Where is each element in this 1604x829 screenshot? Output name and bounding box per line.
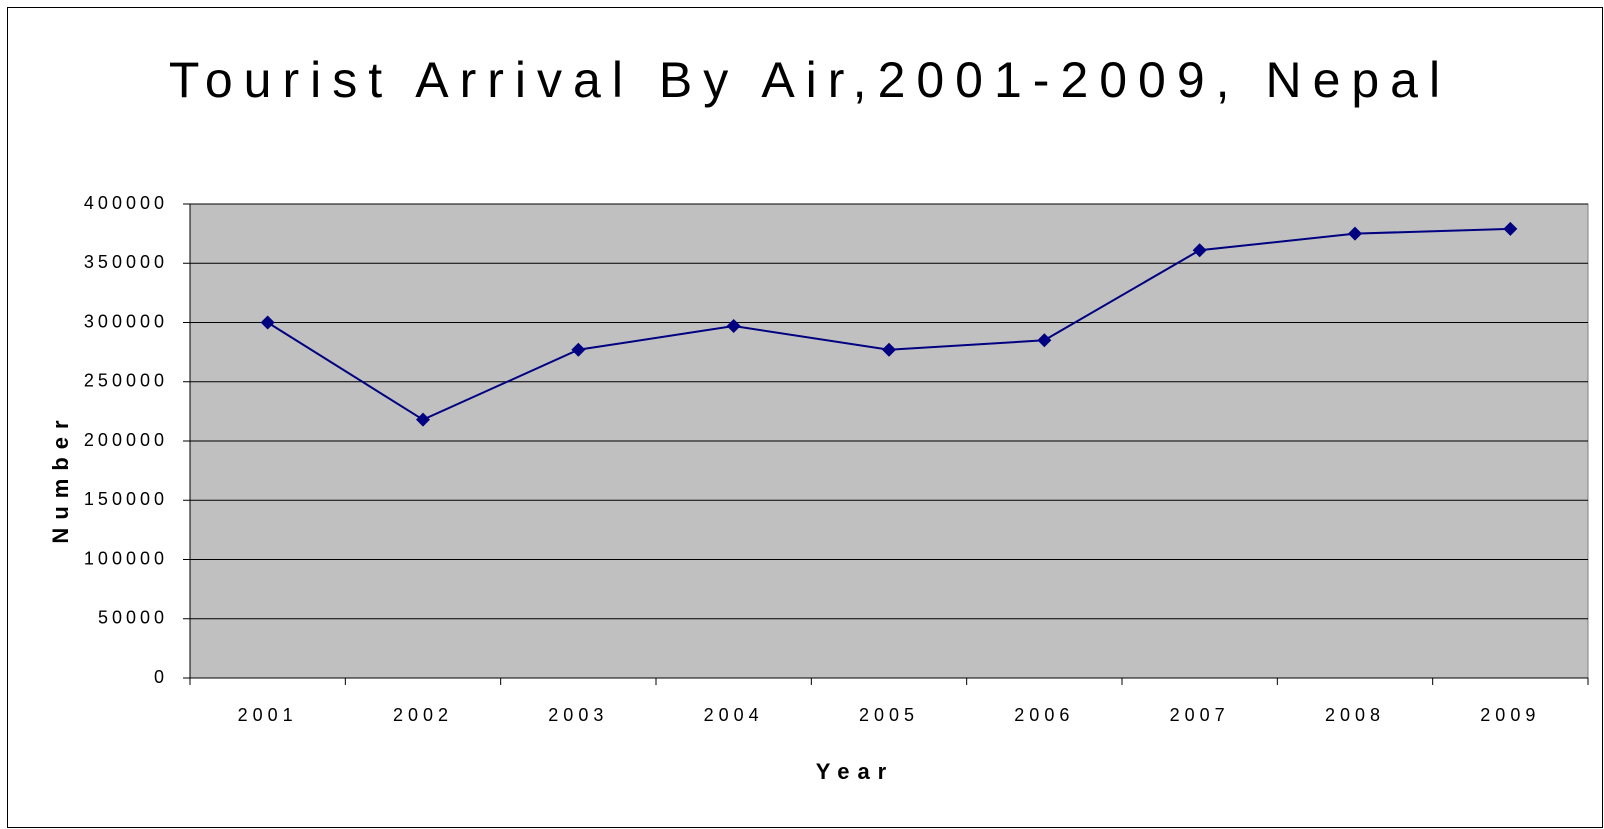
x-tick-label: 2008	[1325, 705, 1385, 725]
x-tick-label: 2001	[238, 705, 298, 725]
y-tick-label: 400000	[84, 193, 168, 213]
x-tick-label: 2004	[704, 705, 764, 725]
y-tick-label: 250000	[84, 371, 168, 391]
y-tick-label: 0	[154, 667, 168, 687]
data-point	[882, 342, 896, 357]
x-tick-label: 2003	[548, 705, 608, 725]
y-tick-label: 50000	[98, 608, 168, 628]
x-tick-label: 2005	[859, 705, 919, 725]
data-point	[1037, 333, 1052, 348]
data-point	[1348, 226, 1362, 241]
data-point	[416, 412, 430, 427]
y-tick-label: 300000	[84, 311, 168, 331]
y-tick-label: 150000	[84, 489, 168, 509]
data-point	[1192, 243, 1207, 258]
y-axis-label: Number	[48, 412, 73, 543]
data-point	[1503, 221, 1518, 236]
x-tick-label: 2006	[1014, 705, 1074, 725]
x-axis-label: Year	[816, 759, 895, 784]
data-point	[260, 315, 275, 330]
x-tick-label: 2002	[393, 705, 453, 725]
x-tick-label: 2009	[1480, 705, 1540, 725]
y-tick-label: 350000	[84, 252, 168, 272]
y-tick-label: 100000	[84, 548, 168, 568]
x-tick-label: 2007	[1170, 705, 1230, 725]
y-tick-label: 200000	[84, 430, 168, 450]
data-point	[726, 319, 741, 334]
data-point	[571, 342, 586, 357]
chart-title: Tourist Arrival By Air,2001-2009, Nepal	[169, 52, 1451, 108]
